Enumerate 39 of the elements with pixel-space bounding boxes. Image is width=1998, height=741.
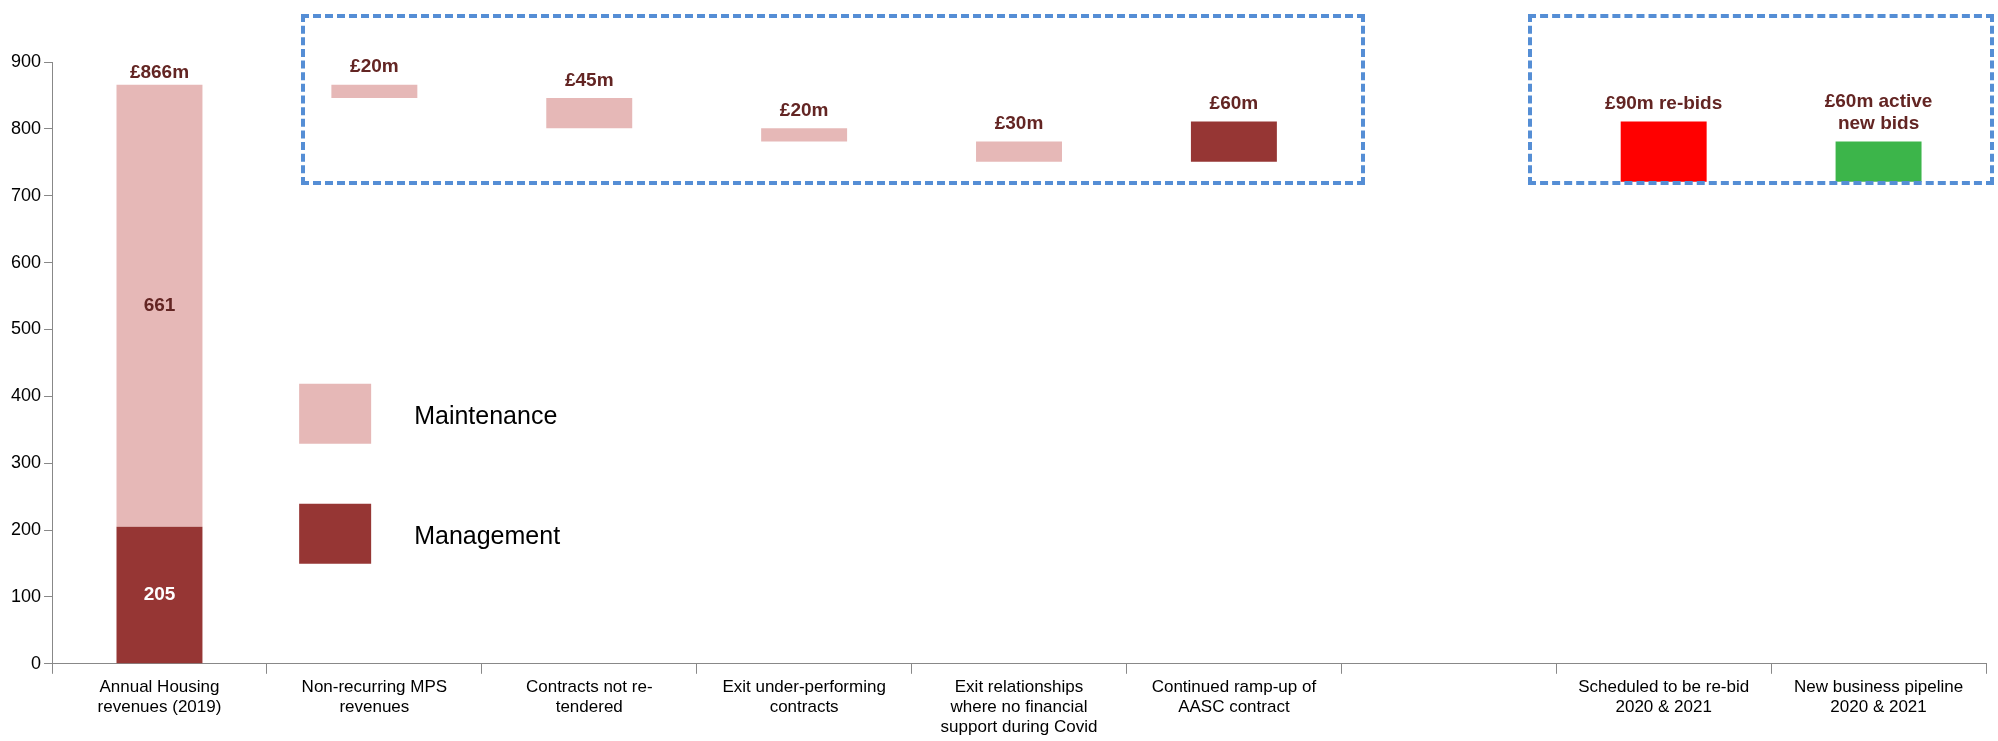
bar [331,84,418,99]
y-tick-label: 100 [10,585,42,606]
x-tick-label: Annual Housing revenues (2019) [97,676,222,717]
bar [546,98,633,129]
data-label: £60m active new bids [1824,90,1933,134]
x-tick-label: Non-recurring MPS revenues [301,676,448,717]
legend-label: Maintenance [414,400,558,429]
y-tick-label: 700 [10,184,42,205]
data-label: £30m [994,112,1044,134]
y-tick-label: 600 [10,251,42,272]
y-tick-label: 800 [10,117,42,138]
y-tick-label: 300 [10,452,42,473]
data-label: £20m [350,55,399,77]
bar [116,84,203,527]
data-label: £90m re-bids [1605,92,1723,114]
y-tick-label: 200 [10,519,42,540]
data-label: £60m [1209,92,1259,114]
total-label: £866m [129,61,190,83]
x-tick-label: Scheduled to be re-bid 2020 & 2021 [1578,676,1750,717]
bar [116,526,203,664]
bar [1190,121,1277,162]
data-label: 661 [143,293,176,315]
bar [1835,141,1922,182]
data-label: 205 [143,583,176,605]
x-tick-label: Continued ramp-up of AASC contract [1151,676,1317,717]
x-tick-label: Exit relationships where no financial support during Covid [940,676,1098,737]
x-tick-label: New business pipeline 2020 & 2021 [1793,676,1964,717]
data-label: £20m [779,98,829,120]
legend-label: Management [414,520,561,549]
bar [976,141,1062,162]
y-tick-label: 0 [31,652,42,673]
data-label: £45m [564,68,614,90]
x-tick-label: Contracts not re-tendered [525,676,653,717]
y-tick-label: 500 [10,318,42,339]
y-tick-label: 400 [10,385,42,406]
x-tick-label: Exit under-performing contracts [722,676,886,717]
y-tick-label: 900 [10,50,42,71]
bar [761,128,848,142]
bar [1620,121,1707,182]
